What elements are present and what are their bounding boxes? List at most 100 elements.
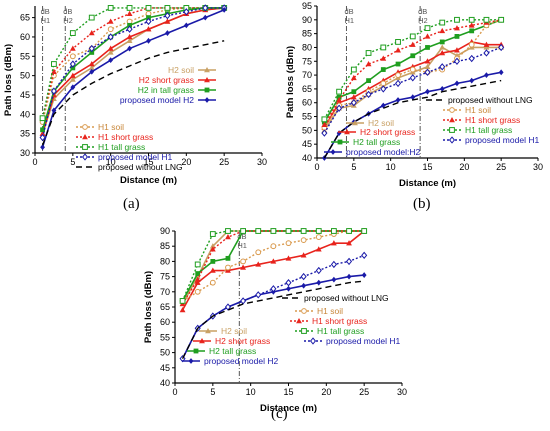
data-point [50,87,57,95]
y-tick-label: 85 [302,29,312,39]
data-point [365,61,372,67]
data-point [107,33,114,41]
y-tick-label: 50 [20,71,30,81]
data-point [209,231,216,237]
data-point [380,102,386,109]
data-point [315,246,322,252]
breakpoint-label: dB [41,7,50,16]
data-point [127,22,132,28]
legend-swatch-marker [449,127,455,133]
legend-swatch-marker [448,136,456,144]
y-tick-label: 55 [20,51,30,61]
data-point [315,266,322,275]
chart-panel-3: 0 5 10 15 20 25 30 40 45 50 55 60 65 70 75 80 85 90 Distan… [143,226,407,414]
y-tick-label: 90 [160,226,170,236]
data-point [380,80,387,87]
data-point [183,8,190,16]
data-point [468,16,475,23]
data-point [89,50,95,55]
y-tick-label: 35 [20,129,30,139]
y-axis-label: Path loss (dBm) [143,271,154,343]
x-tick-label: 30 [533,162,543,172]
y-tick-label: 45 [160,363,170,373]
data-point [439,27,446,34]
x-tick-label: 10 [246,387,256,397]
data-point [395,47,401,53]
data-point [336,104,343,112]
legend-label: H1 tall grass [465,125,512,135]
data-point [240,228,246,234]
legend-label: proposed model H2 [120,95,194,105]
legend-swatch-marker [204,76,210,83]
legend-label: H1 tall grass [98,142,145,152]
data-point [165,30,170,36]
data-point [380,55,387,61]
x-tick-label: 25 [219,157,229,167]
data-point [145,17,152,26]
x-tick-label: 20 [459,162,469,172]
data-point [70,65,76,71]
data-point [69,60,76,68]
y-tick-label: 85 [160,241,170,251]
x-tick-label: 20 [181,157,191,167]
legend-label: H1 short grass [465,115,520,125]
data-point [315,234,322,240]
legend-label: H2 short grass [139,75,194,85]
x-tick-label: 0 [172,387,177,397]
data-point [300,252,307,258]
data-point [439,63,446,71]
data-point [331,228,337,234]
series-line [323,79,502,159]
data-point [336,96,343,103]
data-point [224,303,232,311]
data-point [366,78,371,84]
data-point [350,74,357,81]
x-tick-label: 20 [321,387,331,397]
data-point [350,66,357,73]
data-point [255,228,262,234]
legend-swatch-marker [352,119,358,126]
data-point [209,279,216,286]
data-point [380,85,387,93]
panel-label-a: (a) [123,196,140,212]
data-point [240,258,247,265]
legend-label: proposed model:H2 [346,147,420,157]
data-point [88,44,95,53]
y-tick-label: 95 [302,1,312,11]
legend-label: H1 soil [465,105,491,115]
breakpoint-label: dB [418,7,427,16]
data-point [107,18,114,24]
y-tick-label: 65 [20,13,30,23]
data-point [439,49,446,56]
legend-swatch-marker [205,327,211,334]
data-point [395,39,401,45]
legend-label: H2 soil [168,65,194,75]
breakpoint-label: dB [237,232,246,241]
legend-label: H2 soil [368,118,394,128]
legend-label: proposed model H2 [204,356,278,366]
legend-swatch-marker [82,144,88,150]
data-point [351,89,357,95]
data-point [321,116,328,123]
legend-label: proposed without LNG [304,293,389,303]
data-point [394,79,402,88]
data-point [240,264,247,270]
data-point [468,54,475,63]
data-point [69,30,76,36]
data-point [69,76,76,82]
data-point [126,10,133,16]
data-point [439,86,445,92]
legend-label: H2 short grass [360,127,415,137]
legend-label: H2 tall grass [209,346,256,356]
x-tick-label: 15 [283,387,293,397]
legend-swatch-marker [296,317,302,324]
data-point [69,53,76,60]
data-point [301,282,307,289]
data-point [439,19,446,26]
data-point [365,50,372,56]
data-point [330,260,337,269]
x-axis-label: Distance (m) [120,175,177,186]
data-point [88,30,95,36]
data-point [380,67,386,72]
